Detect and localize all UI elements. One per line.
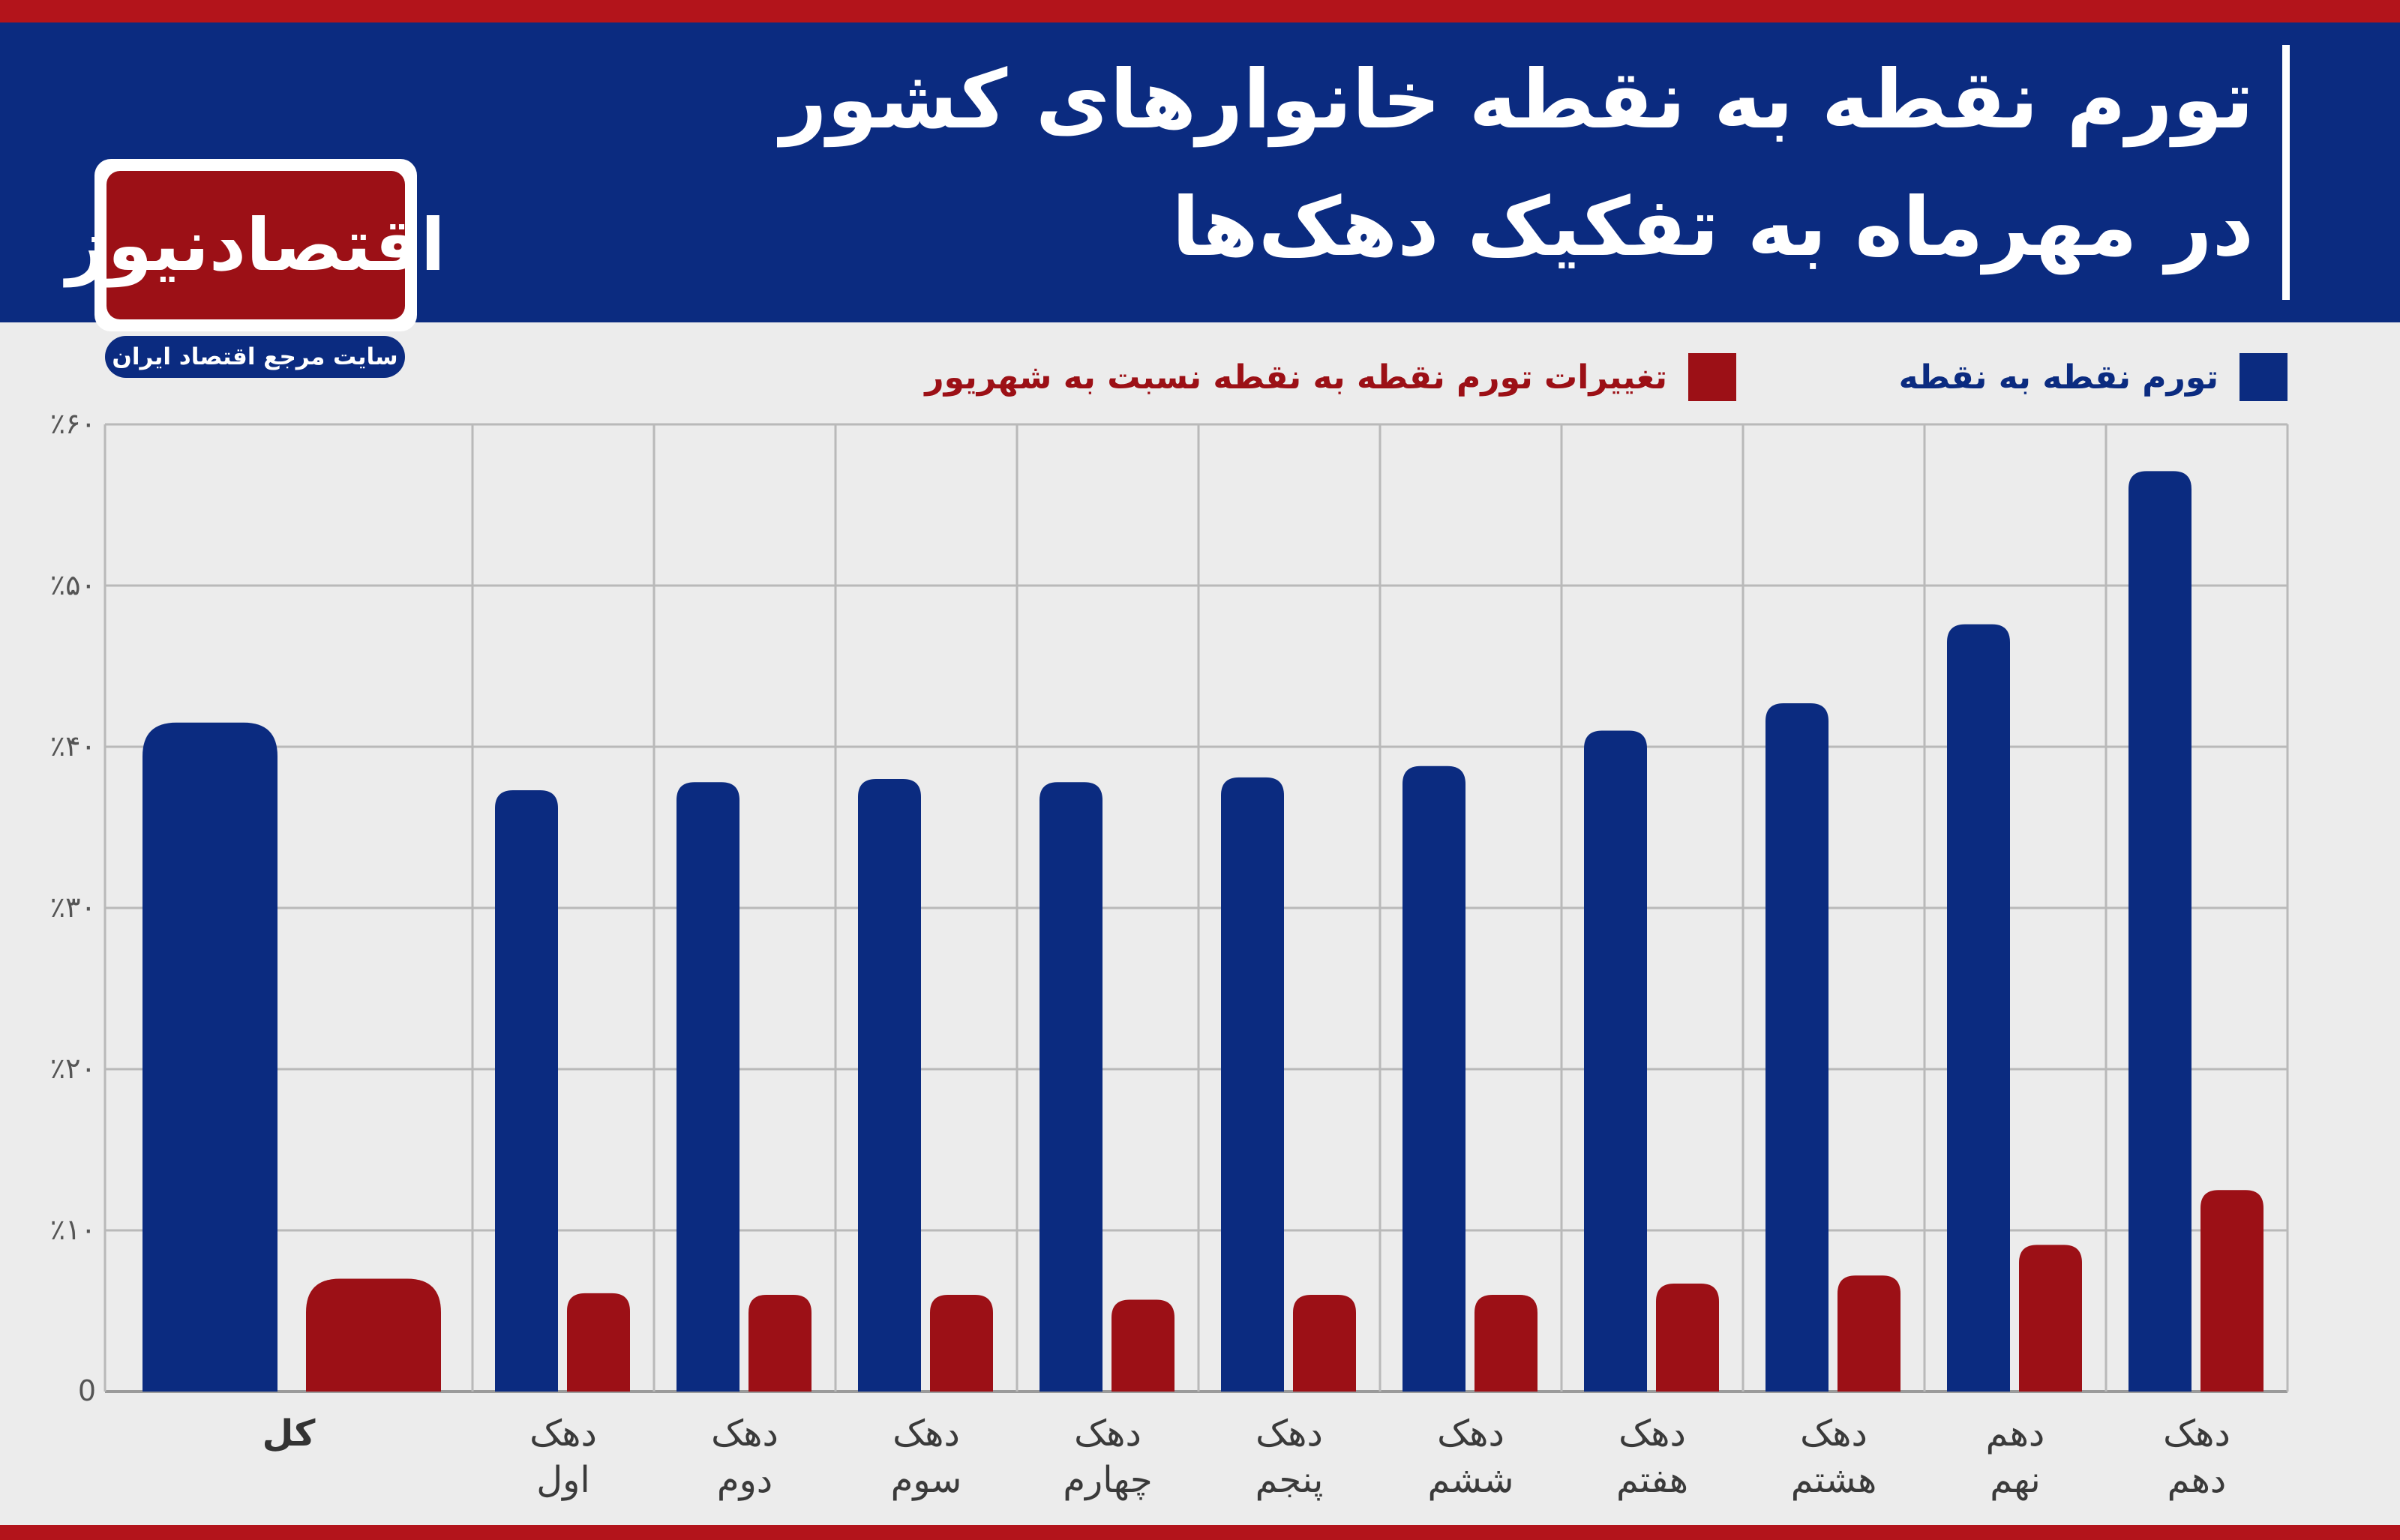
x-category-label: سوم xyxy=(891,1459,962,1501)
bar-red-8 xyxy=(1838,1275,1900,1392)
x-category-label: چهارم xyxy=(1063,1459,1152,1501)
logo-wordmark: اقتصادنیوز xyxy=(66,171,446,319)
x-category-label: دهک xyxy=(1618,1413,1686,1455)
y-tick-label: ٪۳۰ xyxy=(50,891,96,924)
bar-red-9 xyxy=(2019,1245,2082,1392)
chart-title-line-2: در مهرماه به تفکیک دهک‌ها xyxy=(1172,181,2254,274)
x-category-label: دهک xyxy=(530,1413,597,1455)
x-category-label: پنجم xyxy=(1256,1459,1324,1501)
bar-blue-1 xyxy=(495,790,558,1392)
x-category-label: هفتم xyxy=(1616,1459,1688,1501)
bar-blue-2 xyxy=(676,782,740,1392)
x-category-label: دهک xyxy=(892,1413,960,1455)
bar-red-5 xyxy=(1293,1295,1356,1392)
bar-red-10 xyxy=(2200,1190,2264,1392)
y-tick-label: ٪۱۰ xyxy=(50,1213,96,1246)
logo: اقتصادنیوز xyxy=(66,159,446,331)
bar-red-2 xyxy=(748,1295,812,1392)
y-tick-label: ٪۶۰ xyxy=(50,407,96,440)
bar-red-7 xyxy=(1656,1283,1719,1392)
bar-red-0 xyxy=(306,1278,441,1392)
bar-blue-6 xyxy=(1402,766,1466,1392)
chart-title-line-1: تورم نقطه به نقطه خانوارهای کشور xyxy=(780,53,2254,147)
y-tick-label: ٪۴۰ xyxy=(50,730,96,763)
bottom-accent-strip xyxy=(0,1525,2400,1540)
x-category-label: دهک xyxy=(1437,1413,1504,1455)
x-category-label: کل xyxy=(262,1413,316,1455)
y-tick-label: ٪۲۰ xyxy=(50,1052,96,1085)
x-category-label: هشتم xyxy=(1791,1459,1877,1501)
x-category-label: دهک xyxy=(711,1413,778,1455)
bar-blue-0 xyxy=(142,722,278,1392)
x-category-label: دهک xyxy=(1074,1413,1142,1455)
bar-red-4 xyxy=(1112,1299,1174,1392)
legend-label-blue: تورم نقطه به نقطه xyxy=(1898,358,2218,397)
x-category-label: دهم xyxy=(2168,1459,2227,1501)
x-category-label: دهم xyxy=(1986,1413,2045,1455)
top-accent-strip xyxy=(0,0,2400,22)
title-divider xyxy=(2282,45,2290,300)
x-category-label: نهم xyxy=(1990,1459,2040,1501)
x-category-label: ششم xyxy=(1428,1459,1514,1501)
legend-swatch-red xyxy=(1688,353,1736,401)
y-tick-label: 0 xyxy=(78,1374,96,1407)
bar-blue-10 xyxy=(2128,471,2192,1392)
x-category-label: دهک xyxy=(1256,1413,1323,1455)
bar-red-1 xyxy=(567,1293,630,1392)
bar-red-3 xyxy=(930,1295,993,1392)
x-category-label: دوم xyxy=(717,1459,772,1501)
x-category-label: اول xyxy=(536,1459,590,1501)
bar-blue-5 xyxy=(1221,777,1284,1392)
bar-blue-9 xyxy=(1947,624,2010,1392)
bar-red-6 xyxy=(1474,1295,1538,1392)
bar-blue-3 xyxy=(858,779,921,1392)
y-tick-label: ٪۵۰ xyxy=(50,568,96,601)
x-category-label: دهک xyxy=(2163,1413,2230,1455)
legend-label-red: تغییرات تورم نقطه به نقطه نسبت به شهریور xyxy=(925,358,1667,397)
legend-swatch-blue xyxy=(2240,353,2288,401)
legend-item-blue: تورم نقطه به نقطه xyxy=(1899,352,2288,402)
legend-item-red: تغییرات تورم نقطه به نقطه نسبت به شهریور xyxy=(925,352,1736,402)
logo-tagline: سایت مرجع اقتصاد ایران xyxy=(105,336,405,378)
bar-blue-8 xyxy=(1766,703,1828,1392)
x-category-label: دهک xyxy=(1800,1413,1868,1455)
bar-blue-4 xyxy=(1040,782,1102,1392)
bar-blue-7 xyxy=(1584,730,1647,1392)
